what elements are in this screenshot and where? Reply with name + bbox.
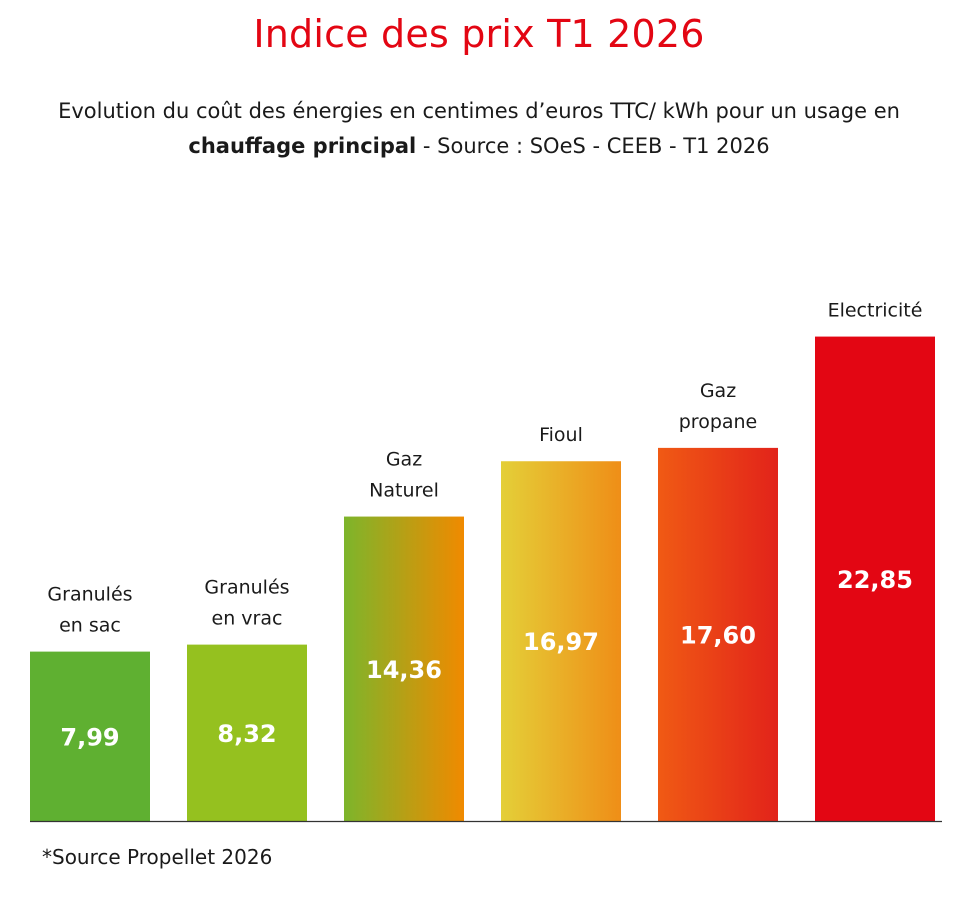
footnote: *Source Propellet 2026 (42, 845, 273, 869)
bar-1 (187, 644, 307, 821)
bar-value-label-4: 17,60 (680, 621, 756, 649)
bar-category-label-4-line-0: Gaz (700, 380, 736, 402)
bar-category-label-0-line-0: Granulés (47, 584, 132, 606)
bar-3 (501, 461, 621, 821)
bar-0 (30, 651, 150, 821)
bar-category-label-0-line-1: en sac (59, 615, 121, 637)
bar-4 (658, 447, 778, 821)
chart-title: Indice des prix T1 2026 (253, 12, 705, 56)
bar-5 (815, 336, 935, 821)
bar-2 (344, 516, 464, 821)
bar-value-label-2: 14,36 (366, 656, 442, 684)
chart-subtitle: Evolution du coût des énergies en centim… (0, 94, 958, 164)
bar-category-label-2-line-0: Gaz (386, 449, 422, 471)
bar-value-label-0: 7,99 (60, 723, 119, 751)
bar-value-label-5: 22,85 (837, 566, 913, 594)
bar-category-label-2-line-1: Naturel (369, 480, 439, 502)
bar-category-label-5-line-0: Electricité (828, 300, 923, 322)
bar-category-label-1-line-1: en vrac (212, 608, 283, 630)
bar-category-label-1-line-0: Granulés (204, 577, 289, 599)
subtitle-source-text: - Source : SOeS - CEEB - T1 2026 (416, 134, 770, 158)
bar-value-label-1: 8,32 (217, 720, 276, 748)
bar-category-label-3-line-0: Fioul (539, 424, 583, 446)
bars-group: 7,99 Granulés en sac 8,32 Granulés en vrac 14,… (30, 300, 935, 821)
subtitle-bold-text: chauffage principal (188, 134, 417, 158)
subtitle-line-1: Evolution du coût des énergies en centim… (58, 99, 900, 123)
bar-value-label-3: 16,97 (523, 628, 599, 656)
subtitle-line-2: chauffage principal - Source : SOeS - CE… (0, 129, 958, 164)
bar-category-label-4-line-1: propane (679, 411, 758, 433)
